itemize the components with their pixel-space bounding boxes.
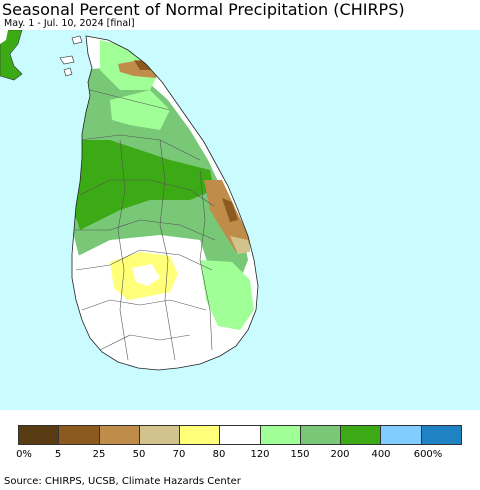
zone-200	[72, 140, 214, 230]
legend-label-9: 400	[371, 449, 391, 460]
zone-25-north	[118, 60, 160, 78]
zone-120-mid	[110, 90, 170, 130]
india-coast-white	[0, 30, 8, 44]
legend-label-8: 200	[330, 449, 350, 460]
legend-label-7: 150	[290, 449, 310, 460]
legend-label-4: 70	[172, 449, 186, 460]
map-subtitle: May. 1 - Jul. 10, 2024 [final]	[4, 18, 135, 29]
legend-swatch-8	[341, 426, 382, 444]
legend-swatch-10	[421, 426, 461, 444]
jaffna-islets	[59, 35, 83, 77]
zone-5-east	[222, 198, 238, 222]
zone-80-south	[72, 235, 220, 370]
legend-swatch-7	[300, 426, 342, 444]
precipitation-map	[0, 30, 480, 410]
island-outline	[71, 35, 259, 371]
legend-label-6: 120	[250, 449, 270, 460]
source-credit: Source: CHIRPS, UCSB, Climate Hazards Ce…	[4, 476, 241, 487]
legend-swatch-1	[59, 426, 100, 444]
zone-80-inner	[132, 264, 160, 286]
legend-label-2: 25	[92, 449, 106, 460]
zone-25-east	[204, 180, 250, 252]
legend-label-0: 0%	[16, 449, 32, 460]
legend-swatch-2	[99, 426, 140, 444]
legend-label-5: 80	[212, 449, 226, 460]
legend-swatch-5	[220, 426, 261, 444]
zone-120-east	[200, 260, 254, 330]
legend-swatch-6	[260, 426, 301, 444]
zone-50-east	[230, 236, 250, 254]
legend-label-1: 5	[54, 449, 62, 460]
district-boundaries	[75, 89, 216, 361]
color-legend	[18, 425, 462, 445]
legend-label-3: 50	[132, 449, 146, 460]
legend-swatch-0	[19, 426, 60, 444]
legend-swatch-4	[180, 426, 221, 444]
legend-swatch-3	[139, 426, 181, 444]
legend-swatch-9	[381, 426, 422, 444]
legend-label-10: 600%	[413, 449, 443, 460]
map-title: Seasonal Percent of Normal Precipitation…	[2, 0, 405, 19]
india-coast	[0, 30, 23, 81]
